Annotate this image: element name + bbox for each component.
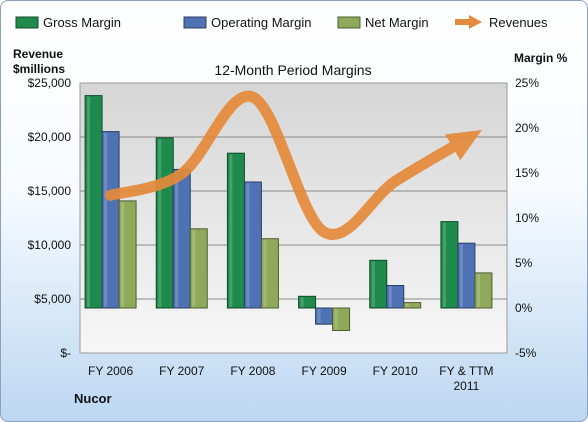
right-tick-label: 20% <box>515 121 539 135</box>
legend-label: Revenues <box>489 15 548 30</box>
bar-highlight <box>388 286 392 307</box>
bar-highlight <box>246 183 250 307</box>
legend-label: Net Margin <box>365 15 429 30</box>
x-tick-label: FY & TTM <box>439 364 493 378</box>
left-tick-label: $5,000 <box>34 292 71 306</box>
bar <box>474 272 493 309</box>
legend-swatch <box>183 16 207 29</box>
chart-title: 12-Month Period Margins <box>214 62 371 78</box>
x-tick-label: FY 2010 <box>373 364 418 378</box>
right-tick-label: 15% <box>515 166 539 180</box>
bar-highlight <box>371 261 375 307</box>
bar <box>369 259 388 309</box>
x-tick-label: FY 2008 <box>230 364 275 378</box>
bar-highlight <box>334 309 338 330</box>
left-axis-title-line1: Revenue <box>13 47 63 61</box>
x-tick-label: FY 2006 <box>88 364 133 378</box>
left-tick-label: $20,000 <box>28 130 72 144</box>
left-axis-title-line2: $millions <box>13 62 65 76</box>
legend-label: Operating Margin <box>211 15 311 30</box>
bar-highlight <box>87 96 91 307</box>
x-tick-label: FY 2007 <box>159 364 204 378</box>
bar-highlight <box>192 229 196 307</box>
right-tick-label: 25% <box>515 76 539 90</box>
bar <box>260 238 279 309</box>
plot-area <box>79 82 508 354</box>
legend-swatch <box>337 16 361 29</box>
right-tick-label: 10% <box>515 211 539 225</box>
x-tick-label: FY 2009 <box>302 364 347 378</box>
bar-highlight <box>476 273 480 307</box>
bar <box>332 307 351 331</box>
bar-highlight <box>121 201 125 307</box>
right-tick-label: -5% <box>515 346 537 360</box>
revenue-line <box>105 90 482 240</box>
left-tick-label: $25,000 <box>28 76 72 90</box>
left-tick-label: $10,000 <box>28 238 72 252</box>
bar-highlight <box>300 297 304 307</box>
bar <box>118 200 137 309</box>
x-tick-label: 2011 <box>454 379 480 393</box>
bar-highlight <box>104 132 108 307</box>
bar-highlight <box>405 303 409 307</box>
legend-label: Gross Margin <box>43 15 121 30</box>
bar-highlight <box>263 239 267 307</box>
bar-highlight <box>459 244 463 307</box>
legend-arrow-head <box>469 15 482 29</box>
right-tick-label: 0% <box>515 301 533 315</box>
bar <box>189 228 208 309</box>
left-tick-label: $- <box>60 346 71 360</box>
bar-highlight <box>175 170 179 307</box>
company-label: Nucor <box>74 391 112 406</box>
right-axis-title: Margin % <box>514 51 568 65</box>
left-tick-label: $15,000 <box>28 184 72 198</box>
bar-highlight <box>158 138 162 307</box>
bar <box>403 302 422 309</box>
bar <box>386 285 405 309</box>
bar-highlight <box>317 309 321 324</box>
right-tick-label: 5% <box>515 256 533 270</box>
bar-highlight <box>442 222 446 307</box>
legend-swatch <box>15 16 39 29</box>
bar-highlight <box>229 154 233 307</box>
bar <box>298 295 317 309</box>
